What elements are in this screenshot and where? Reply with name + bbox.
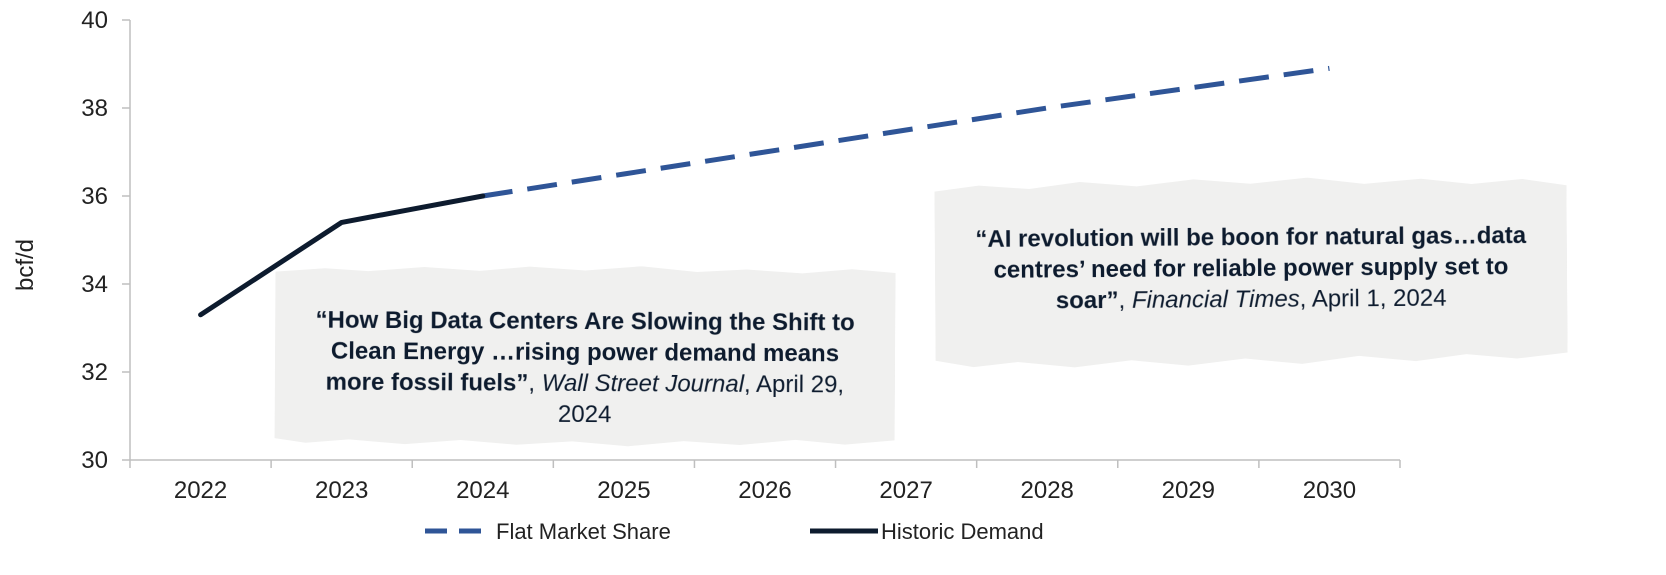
- y-tick-label: 40: [81, 7, 108, 34]
- series-line-historic-demand: [198, 193, 486, 318]
- legend-item-historic-demand: Historic Demand: [810, 519, 1044, 544]
- legend: Flat Market Share Historic Demand: [425, 519, 1044, 544]
- annotation-wsj-source: Wall Street Journal: [541, 369, 745, 398]
- annotation-ft-date: April 1, 2024: [1311, 284, 1447, 313]
- y-axis-ticks: 30 32 34 36 38 40: [81, 7, 130, 474]
- axes: [129, 20, 1400, 461]
- annotation-wsj-separator-2: ,: [743, 370, 757, 398]
- series-layer: [198, 65, 1330, 318]
- annotation-ft: “AI revolution will be boon for natural …: [934, 176, 1567, 370]
- x-tick-label: 2025: [597, 477, 650, 504]
- y-axis-title: bcf/d: [12, 239, 39, 291]
- y-tick-label: 38: [81, 95, 108, 122]
- x-tick-label: 2022: [174, 477, 227, 504]
- x-axis-ticks: 2022 2023 2024 2025 2026 2027 2028 2029 2030: [129, 460, 1401, 504]
- legend-label: Historic Demand: [881, 519, 1044, 544]
- annotation-wsj: “How Big Data Centers Are Slowing the Sh…: [275, 264, 896, 447]
- y-tick-label: 32: [81, 359, 108, 386]
- x-tick-label: 2030: [1303, 477, 1356, 504]
- legend-label: Flat Market Share: [496, 519, 671, 544]
- x-tick-label: 2027: [879, 477, 932, 504]
- x-tick-label: 2029: [1162, 477, 1215, 504]
- annotation-ft-separator-2: ,: [1299, 285, 1312, 313]
- annotation-wsj-separator: ,: [528, 369, 542, 397]
- x-tick-label: 2026: [738, 477, 791, 504]
- x-tick-label: 2023: [315, 477, 368, 504]
- x-tick-label: 2028: [1021, 477, 1074, 504]
- y-tick-label: 36: [81, 183, 108, 210]
- annotation-ft-source: Financial Times: [1131, 285, 1300, 314]
- x-tick-label: 2024: [456, 477, 509, 504]
- y-tick-label: 34: [81, 271, 108, 298]
- legend-item-flat-market-share: Flat Market Share: [425, 519, 671, 544]
- annotation-ft-separator: ,: [1118, 286, 1132, 314]
- y-tick-label: 30: [81, 447, 108, 474]
- series-line-flat-market-share: [482, 65, 1330, 199]
